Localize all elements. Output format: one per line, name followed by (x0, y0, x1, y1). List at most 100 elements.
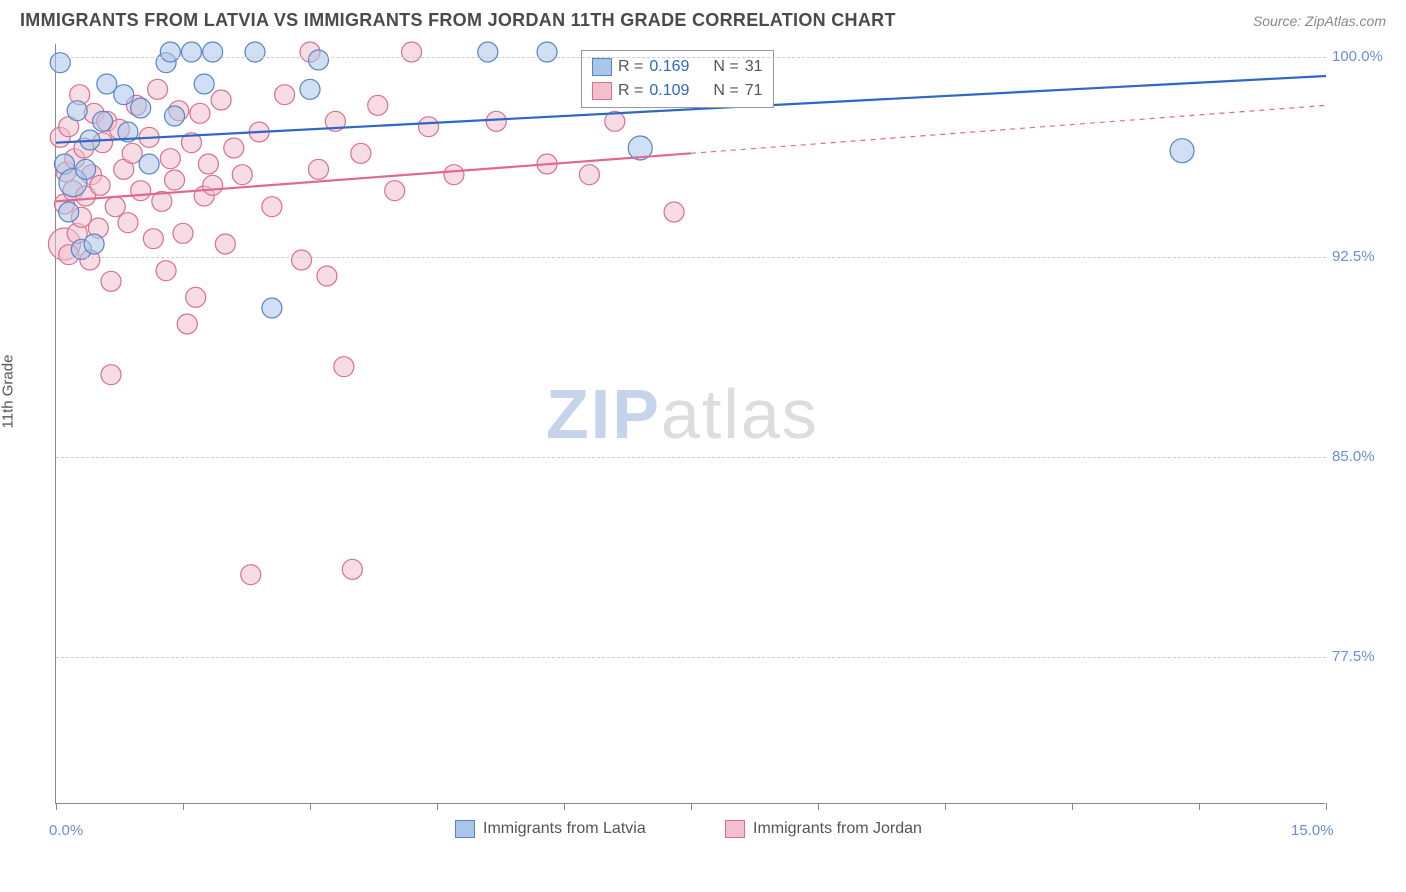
scatter-point-jordan (232, 165, 252, 185)
scatter-point-latvia (478, 42, 498, 62)
y-axis-label: 11th Grade (0, 355, 17, 429)
scatter-point-jordan (156, 261, 176, 281)
scatter-point-jordan (211, 90, 231, 110)
y-tick-label: 85.0% (1332, 448, 1375, 465)
legend-bottom-jordan: Immigrants from Jordan (725, 820, 922, 838)
x-tick (691, 803, 692, 810)
chart-title: IMMIGRANTS FROM LATVIA VS IMMIGRANTS FRO… (20, 10, 896, 31)
scatter-point-jordan (664, 202, 684, 222)
scatter-point-latvia (537, 42, 557, 62)
scatter-point-latvia (1170, 139, 1194, 163)
legend-swatch-jordan (592, 82, 612, 100)
scatter-point-jordan (241, 565, 261, 585)
x-tick (1326, 803, 1327, 810)
scatter-point-jordan (143, 229, 163, 249)
scatter-point-latvia (300, 79, 320, 99)
scatter-point-jordan (215, 234, 235, 254)
legend-stats-row-jordan: R = 0.109 N = 71 (592, 79, 763, 103)
scatter-point-latvia (76, 159, 96, 179)
scatter-point-jordan (101, 365, 121, 385)
chart-header: IMMIGRANTS FROM LATVIA VS IMMIGRANTS FRO… (0, 0, 1406, 37)
legend-stats-box: R = 0.169 N = 31 R = 0.109 N = 71 (581, 50, 774, 108)
scatter-point-jordan (385, 181, 405, 201)
scatter-point-jordan (308, 159, 328, 179)
legend-bottom-swatch-jordan (725, 820, 745, 838)
scatter-point-jordan (579, 165, 599, 185)
scatter-point-jordan (173, 223, 193, 243)
chart-source: Source: ZipAtlas.com (1253, 13, 1386, 29)
scatter-point-jordan (131, 181, 151, 201)
x-tick (1072, 803, 1073, 810)
scatter-plot-svg (56, 44, 1326, 804)
scatter-point-latvia (50, 53, 70, 73)
scatter-point-jordan (342, 559, 362, 579)
scatter-point-jordan (292, 250, 312, 270)
scatter-point-jordan (351, 143, 371, 163)
scatter-point-jordan (118, 213, 138, 233)
scatter-point-latvia (262, 298, 282, 318)
legend-n-value-jordan: 71 (745, 82, 763, 100)
scatter-point-jordan (186, 287, 206, 307)
scatter-point-latvia (194, 74, 214, 94)
x-tick (437, 803, 438, 810)
scatter-point-jordan (275, 85, 295, 105)
x-axis-min-label: 0.0% (49, 822, 83, 839)
chart-container: ZIPatlas R = 0.169 N = 31 R = 0.109 N = … (55, 44, 1383, 836)
trend-line-dashed-jordan (691, 105, 1326, 153)
gridline-h (56, 257, 1326, 258)
legend-r-value-latvia: 0.169 (649, 58, 689, 76)
scatter-point-latvia (114, 85, 134, 105)
scatter-point-latvia (160, 42, 180, 62)
scatter-point-jordan (190, 103, 210, 123)
scatter-point-jordan (148, 79, 168, 99)
scatter-point-latvia (181, 42, 201, 62)
scatter-point-jordan (486, 111, 506, 131)
legend-n-prefix: N = (713, 82, 738, 100)
legend-r-value-jordan: 0.109 (649, 82, 689, 100)
scatter-point-jordan (368, 95, 388, 115)
scatter-point-jordan (165, 170, 185, 190)
scatter-point-jordan (334, 357, 354, 377)
scatter-point-jordan (203, 175, 223, 195)
scatter-point-latvia (93, 111, 113, 131)
x-tick (183, 803, 184, 810)
legend-r-prefix: R = (618, 82, 643, 100)
legend-bottom-label-jordan: Immigrants from Jordan (753, 820, 922, 838)
x-axis-max-label: 15.0% (1291, 822, 1334, 839)
scatter-point-latvia (245, 42, 265, 62)
x-tick (818, 803, 819, 810)
scatter-point-jordan (177, 314, 197, 334)
legend-swatch-latvia (592, 58, 612, 76)
scatter-point-jordan (101, 271, 121, 291)
x-tick (1199, 803, 1200, 810)
y-tick-label: 100.0% (1332, 48, 1383, 65)
legend-bottom-latvia: Immigrants from Latvia (455, 820, 646, 838)
x-tick (564, 803, 565, 810)
scatter-point-latvia (308, 50, 328, 70)
gridline-h (56, 457, 1326, 458)
legend-bottom-label-latvia: Immigrants from Latvia (483, 820, 646, 838)
scatter-point-jordan (402, 42, 422, 62)
scatter-point-jordan (90, 175, 110, 195)
gridline-h (56, 57, 1326, 58)
scatter-point-latvia (59, 202, 79, 222)
scatter-point-jordan (160, 149, 180, 169)
legend-stats-row-latvia: R = 0.169 N = 31 (592, 55, 763, 79)
legend-r-prefix: R = (618, 58, 643, 76)
scatter-point-jordan (198, 154, 218, 174)
legend-n-value-latvia: 31 (745, 58, 763, 76)
scatter-point-jordan (317, 266, 337, 286)
scatter-point-latvia (165, 106, 185, 126)
legend-n-prefix: N = (713, 58, 738, 76)
scatter-point-latvia (84, 234, 104, 254)
scatter-point-latvia (203, 42, 223, 62)
y-tick-label: 92.5% (1332, 248, 1375, 265)
legend-bottom-swatch-latvia (455, 820, 475, 838)
scatter-point-jordan (224, 138, 244, 158)
x-tick (310, 803, 311, 810)
plot-area: ZIPatlas R = 0.169 N = 31 R = 0.109 N = … (55, 44, 1325, 804)
gridline-h (56, 657, 1326, 658)
scatter-point-latvia (67, 101, 87, 121)
scatter-point-latvia (131, 98, 151, 118)
scatter-point-latvia (139, 154, 159, 174)
